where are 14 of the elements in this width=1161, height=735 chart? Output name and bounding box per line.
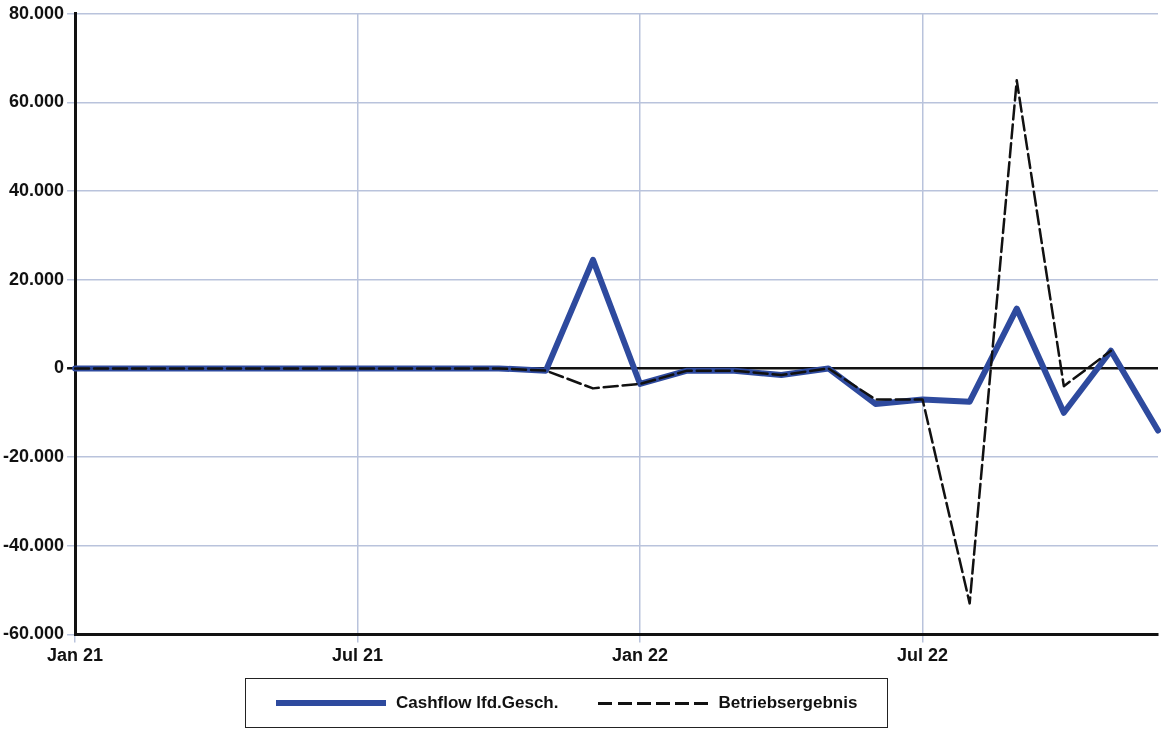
y-tick-label: -20.000 [2,446,65,467]
y-tick-label: -40.000 [2,534,65,555]
legend-label: Betriebsergebnis [718,693,858,713]
x-tick-label: Jul 21 [332,645,384,666]
x-tick-label: Jan 22 [612,645,669,666]
x-tick-label: Jan 21 [47,645,104,666]
y-tick-label: 0 [54,357,65,378]
y-tick-label: 20.000 [8,268,65,289]
x-tick-label: Jul 22 [897,645,949,666]
y-tick-label: 80.000 [8,2,65,23]
legend-label: Cashflow lfd.Gesch. [396,693,559,713]
y-tick-label: 40.000 [8,180,65,201]
y-tick-label: -60.000 [2,623,65,644]
y-tick-label: 60.000 [8,91,65,112]
